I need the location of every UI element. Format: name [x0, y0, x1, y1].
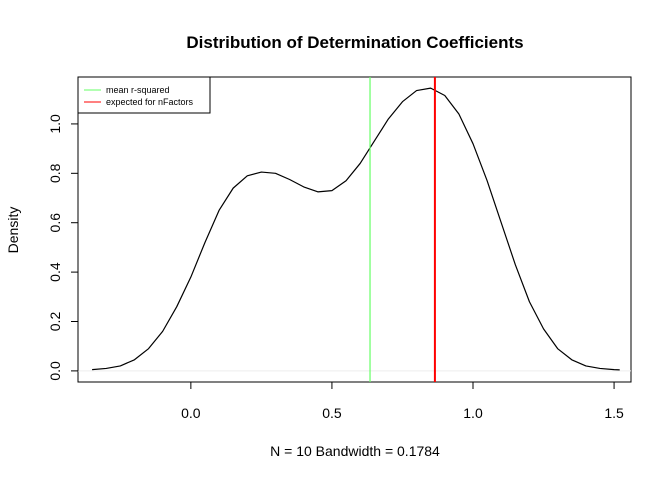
y-tick-label: 0.2 [47, 312, 63, 332]
y-tick-label: 1.0 [47, 114, 63, 134]
x-tick-label: 0.5 [322, 405, 342, 421]
y-tick-label: 0.8 [47, 163, 63, 183]
y-axis: 0.0 0.2 0.4 0.6 0.8 1.0 [47, 114, 79, 381]
chart-title: Distribution of Determination Coefficien… [186, 33, 523, 52]
legend-label: expected for nFactors [106, 97, 194, 107]
y-tick-label: 0.0 [47, 361, 63, 381]
x-tick-label: 1.5 [604, 405, 624, 421]
density-curve [92, 87, 620, 371]
y-axis-label: Density [5, 207, 21, 254]
legend-box [77, 76, 211, 114]
x-axis-label: N = 10 Bandwidth = 0.1784 [270, 443, 440, 459]
x-tick-label: 1.0 [463, 405, 483, 421]
vline-layer [369, 77, 436, 382]
x-tick-label: 0.0 [181, 405, 201, 421]
legend: mean r-squared expected for nFactors [77, 76, 211, 114]
legend-label: mean r-squared [106, 85, 170, 95]
y-tick-label: 0.6 [47, 213, 63, 233]
series-layer [92, 87, 620, 371]
x-axis: 0.0 0.5 1.0 1.5 [181, 381, 624, 421]
y-tick-label: 0.4 [47, 262, 63, 282]
